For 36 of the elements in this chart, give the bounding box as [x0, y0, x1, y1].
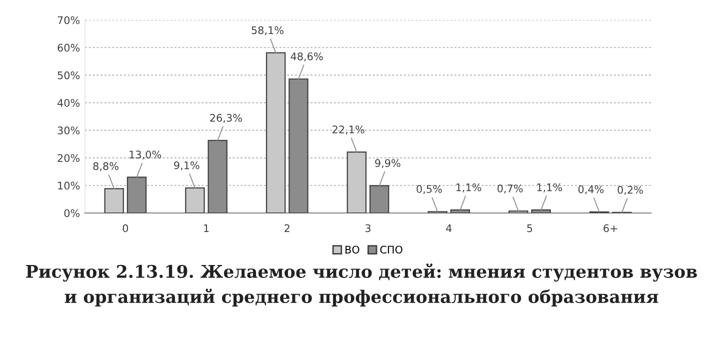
data-label: 0,2% [618, 186, 643, 195]
data-label: 1,1% [537, 183, 562, 192]
x-tick-label: 5 [527, 224, 532, 232]
x-tick-label: 1 [204, 224, 209, 232]
data-label: 48,6% [290, 52, 323, 62]
x-tick-label: 3 [365, 224, 370, 232]
data-label: 1,1% [456, 183, 482, 192]
legend-label: ВО [346, 246, 360, 254]
x-tick-label: 0 [122, 224, 128, 232]
y-tick-label: 40% [57, 98, 80, 107]
legend-label: СПО [380, 246, 402, 254]
y-tick-label: 50% [58, 71, 80, 80]
bar [104, 188, 124, 213]
data-label: 26,3% [210, 114, 242, 123]
y-tick-label: 0% [64, 209, 80, 218]
data-label: 22,1% [332, 126, 364, 134]
bar [266, 52, 286, 213]
bar [185, 187, 205, 213]
text: Рисунок 2.13.19. Желаемое число детей: мнения студентов вузов и организаций среднего профессионального образования [26, 263, 697, 307]
data-label: 0,7% [498, 184, 523, 194]
data-label: 9,9% [375, 159, 400, 168]
y-tick-label: 20% [58, 154, 80, 162]
data-label: 9,1% [174, 161, 200, 170]
x-tick-label: 4 [446, 224, 452, 232]
data-label: 0,5% [416, 185, 442, 194]
data-label: 58,1% [252, 26, 284, 36]
x-tick-label: 6+ [604, 224, 618, 232]
data-label: 8,8% [93, 162, 118, 172]
bar [346, 152, 367, 213]
y-tick-label: 30% [58, 126, 80, 134]
y-tick-label: 10% [58, 182, 80, 190]
y-tick-label: 70% [58, 16, 80, 24]
y-tick-label: 60% [58, 44, 80, 52]
data-label: 0,4% [578, 185, 604, 194]
data-label: 13,0% [130, 150, 162, 160]
x-tick-label: 2 [284, 224, 290, 232]
